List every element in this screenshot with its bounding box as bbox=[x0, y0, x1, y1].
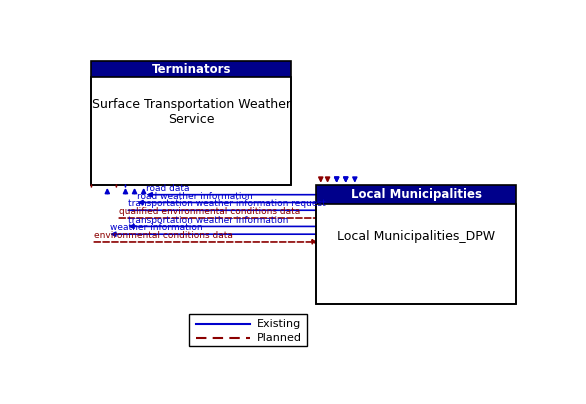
Bar bbox=[91, 61, 291, 77]
Text: Local Municipalities: Local Municipalities bbox=[350, 188, 482, 201]
Text: Existing: Existing bbox=[257, 319, 301, 329]
Text: Terminators: Terminators bbox=[152, 63, 231, 76]
Text: transportation weather information: transportation weather information bbox=[128, 216, 288, 225]
Bar bbox=[91, 77, 291, 185]
Bar bbox=[316, 185, 516, 303]
Bar bbox=[316, 204, 516, 303]
Text: Surface Transportation Weather
Service: Surface Transportation Weather Service bbox=[92, 98, 291, 126]
Bar bbox=[189, 314, 307, 345]
Text: transportation weather information request: transportation weather information reque… bbox=[128, 200, 325, 208]
Text: Local Municipalities_DPW: Local Municipalities_DPW bbox=[337, 229, 495, 242]
Text: road data: road data bbox=[146, 184, 189, 193]
Text: Planned: Planned bbox=[257, 333, 302, 343]
Text: road weather information: road weather information bbox=[137, 191, 253, 201]
Bar bbox=[91, 61, 291, 185]
Text: qualified environmental conditions data: qualified environmental conditions data bbox=[118, 207, 300, 216]
Text: weather information: weather information bbox=[110, 223, 202, 232]
Text: environmental conditions data: environmental conditions data bbox=[94, 231, 233, 240]
Bar bbox=[316, 185, 516, 204]
